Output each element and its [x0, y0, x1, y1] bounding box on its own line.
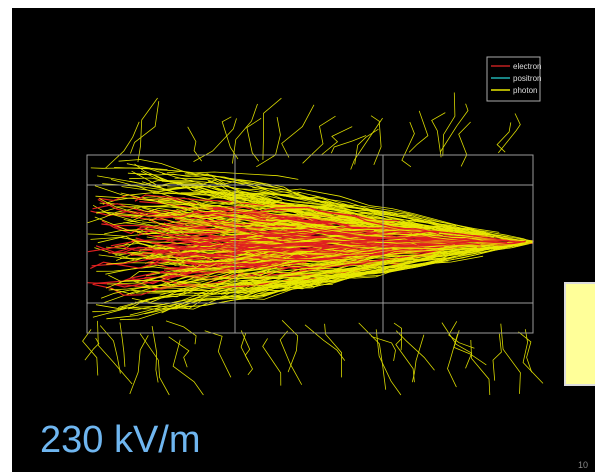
legend-label: electron: [513, 62, 541, 71]
legend-label: positron: [513, 74, 541, 83]
page: electron positron photon 230 kV/m 10 (()…: [0, 0, 595, 472]
callout-box: [565, 283, 595, 385]
field-label: 230 kV/m: [40, 419, 201, 461]
legend: electron positron photon: [487, 57, 541, 101]
screenshot: electron positron photon 230 kV/m 10: [0, 0, 595, 472]
footer-label: 10: [578, 460, 588, 470]
legend-label: photon: [513, 86, 537, 95]
